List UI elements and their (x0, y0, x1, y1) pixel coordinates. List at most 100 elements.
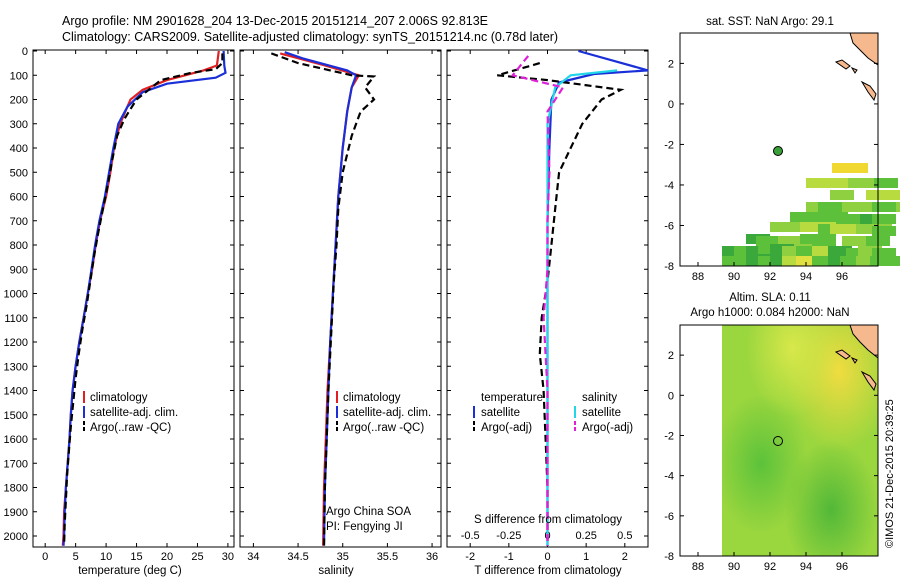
depth-axis: 0 100 200 300 400 500 600 700 800 900 1000 1100 1200… (4, 46, 648, 543)
depth-tick-label: 1300 (4, 361, 28, 373)
depth-tick-label: 1400 (4, 386, 28, 398)
sst-cell (812, 212, 848, 222)
x-tick-label: 20 (161, 551, 173, 563)
sst-map (679, 32, 900, 267)
argo-position-marker (773, 146, 783, 156)
depth-tick-label: 100 (10, 70, 28, 82)
map-x-tick-label: 90 (728, 561, 740, 573)
depth-tick-label: 300 (10, 119, 28, 131)
imos-watermark: ©IMOS 21-Dec-2015 20:39:25 (884, 399, 896, 548)
map-y-tick-label: -4 (664, 471, 674, 483)
depth-tick-label: 500 (10, 167, 28, 179)
s-tick-label: 0.5 (617, 530, 632, 542)
x-tick-label: 25 (191, 551, 203, 563)
legend-label: Argo(-adj) (481, 422, 532, 434)
sst-cell (872, 226, 896, 236)
depth-tick-label: 2000 (4, 531, 28, 543)
sst-cell (848, 178, 884, 188)
x-tick-label: 35 (337, 551, 349, 563)
sst-cell (796, 256, 820, 266)
legend-label: satellite-adj. clim. (90, 407, 178, 419)
sal-x-label: salinity (318, 565, 353, 577)
sst-cell (842, 202, 900, 212)
series-line-temperature-satellite (546, 49, 649, 546)
x-tick-label: 34 (247, 551, 259, 563)
sst-cell (844, 163, 868, 173)
coastline-island (860, 370, 877, 392)
map-y-tick-label: -8 (664, 551, 674, 563)
sst-cell (872, 248, 896, 258)
x-tick-label: 30 (222, 551, 234, 563)
series-line-argo-raw-qc- (63, 53, 224, 546)
sst-cell (858, 246, 882, 256)
depth-tick-label: 1500 (4, 410, 28, 422)
s-tick-label: 0.25 (575, 530, 596, 542)
coastline-islands-small (834, 59, 858, 74)
map-y-tick-label: -6 (664, 511, 674, 523)
figure-title-line2: Climatology: CARS2009. Satellite-adjuste… (62, 30, 558, 44)
depth-tick-label: 200 (10, 95, 28, 107)
x-tick-label: -2 (465, 551, 475, 563)
x-tick-label: 36 (426, 551, 438, 563)
legend-label: Argo(..raw -QC) (343, 422, 424, 434)
legend-title-salinity: salinity (582, 392, 617, 404)
diff-top-label: S difference from climatology (474, 514, 622, 526)
sla-y-axis: 2 0 -2 -4 -6 -8 (664, 350, 878, 563)
sst-cell (870, 256, 900, 266)
temp-panel-frame (32, 49, 235, 548)
series-line-salinity-argo-adj- (510, 55, 565, 546)
x-tick-label: 0 (544, 551, 550, 563)
legend-label: satellite-adj. clim. (343, 407, 431, 419)
depth-tick-label: 600 (10, 192, 28, 204)
legend-label: satellite (481, 407, 520, 419)
s-tick-label: -0.5 (461, 530, 480, 542)
depth-tick-label: 1000 (4, 289, 28, 301)
legend-label: satellite (582, 407, 621, 419)
sst-cell (872, 214, 896, 224)
map-y-tick-label: -2 (664, 139, 674, 151)
legend-label: climatology (90, 392, 148, 404)
sst-cell (872, 202, 896, 212)
map-y-tick-label: -6 (664, 220, 674, 232)
sla-field-low-south (722, 325, 878, 556)
sal-note-pi: PI: Fengying JI (326, 521, 403, 533)
sst-cells (722, 163, 900, 266)
series-line-argo-raw-qc- (270, 52, 377, 546)
x-tick-label: -1 (504, 551, 514, 563)
depth-tick-label: 900 (10, 264, 28, 276)
depth-tick-label: 1600 (4, 434, 28, 446)
diff-legend: temperature salinity satellite Argo(-adj… (473, 392, 633, 434)
argo-position-marker (773, 436, 783, 446)
sla-x-axis: 88 90 92 94 96 (692, 552, 848, 573)
depth-tick-label: 1100 (4, 313, 28, 325)
depth-tick-label: 1200 (4, 337, 28, 349)
sla-map (679, 324, 879, 557)
map-x-tick-label: 96 (836, 271, 848, 283)
figure-title-line1: Argo profile: NM 2901628_204 13-Dec-2015… (62, 14, 488, 28)
x-tick-label: 35.5 (377, 551, 398, 563)
sst-cell (790, 212, 826, 222)
legend-label: climatology (343, 392, 401, 404)
depth-tick-label: 1900 (4, 507, 28, 519)
x-tick-label: 2 (622, 551, 628, 563)
sst-cell (824, 178, 860, 188)
profile-series (61, 49, 649, 546)
map-x-tick-label: 92 (764, 561, 776, 573)
sst-x-axis: 88 90 92 94 96 (692, 262, 848, 283)
temp-x-axis: 0 5 10 15 20 25 30 (42, 50, 234, 563)
s-tick-label: -0.25 (496, 530, 521, 542)
legend-label: Argo(..raw -QC) (90, 422, 171, 434)
sst-cell (842, 236, 878, 246)
series-line-climatology (279, 52, 361, 546)
diff-x-label: T difference from climatology (474, 565, 621, 577)
sst-cell (830, 224, 878, 234)
sst-cell (756, 236, 780, 246)
sla-map-title-line1: Altim. SLA: 0.11 (729, 292, 811, 304)
map-y-tick-label: 2 (668, 350, 674, 362)
sst-cell (806, 178, 830, 188)
x-tick-label: 0 (42, 551, 48, 563)
map-x-tick-label: 90 (728, 271, 740, 283)
map-x-tick-label: 88 (692, 271, 704, 283)
sst-cell (830, 190, 854, 200)
depth-tick-label: 400 (10, 143, 28, 155)
